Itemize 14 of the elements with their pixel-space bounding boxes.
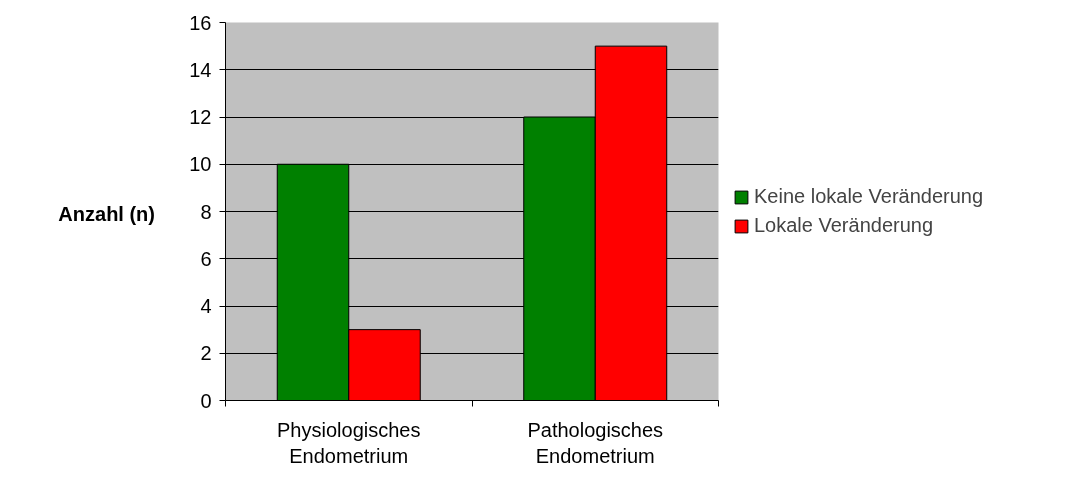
y-axis-title: Anzahl (n) — [58, 202, 155, 227]
legend-label: Lokale Veränderung — [754, 214, 934, 237]
y-tick-label: 12 — [189, 106, 212, 128]
y-tick-label: 14 — [189, 58, 212, 81]
y-tick-label: 16 — [189, 11, 212, 34]
y-tick-label: 0 — [200, 389, 212, 412]
legend-label: Keine lokale Veränderung — [754, 185, 984, 208]
y-tick-label: 6 — [200, 247, 212, 270]
y-tick-label: 8 — [200, 200, 212, 223]
x-tick-label: Physiologisches Endometrium — [277, 418, 421, 467]
y-tick-label: 4 — [200, 295, 212, 317]
y-tick-label: 2 — [200, 342, 212, 365]
y-tick-label: 10 — [189, 153, 212, 176]
x-tick-label: Pathologisches Endometrium — [527, 418, 664, 467]
